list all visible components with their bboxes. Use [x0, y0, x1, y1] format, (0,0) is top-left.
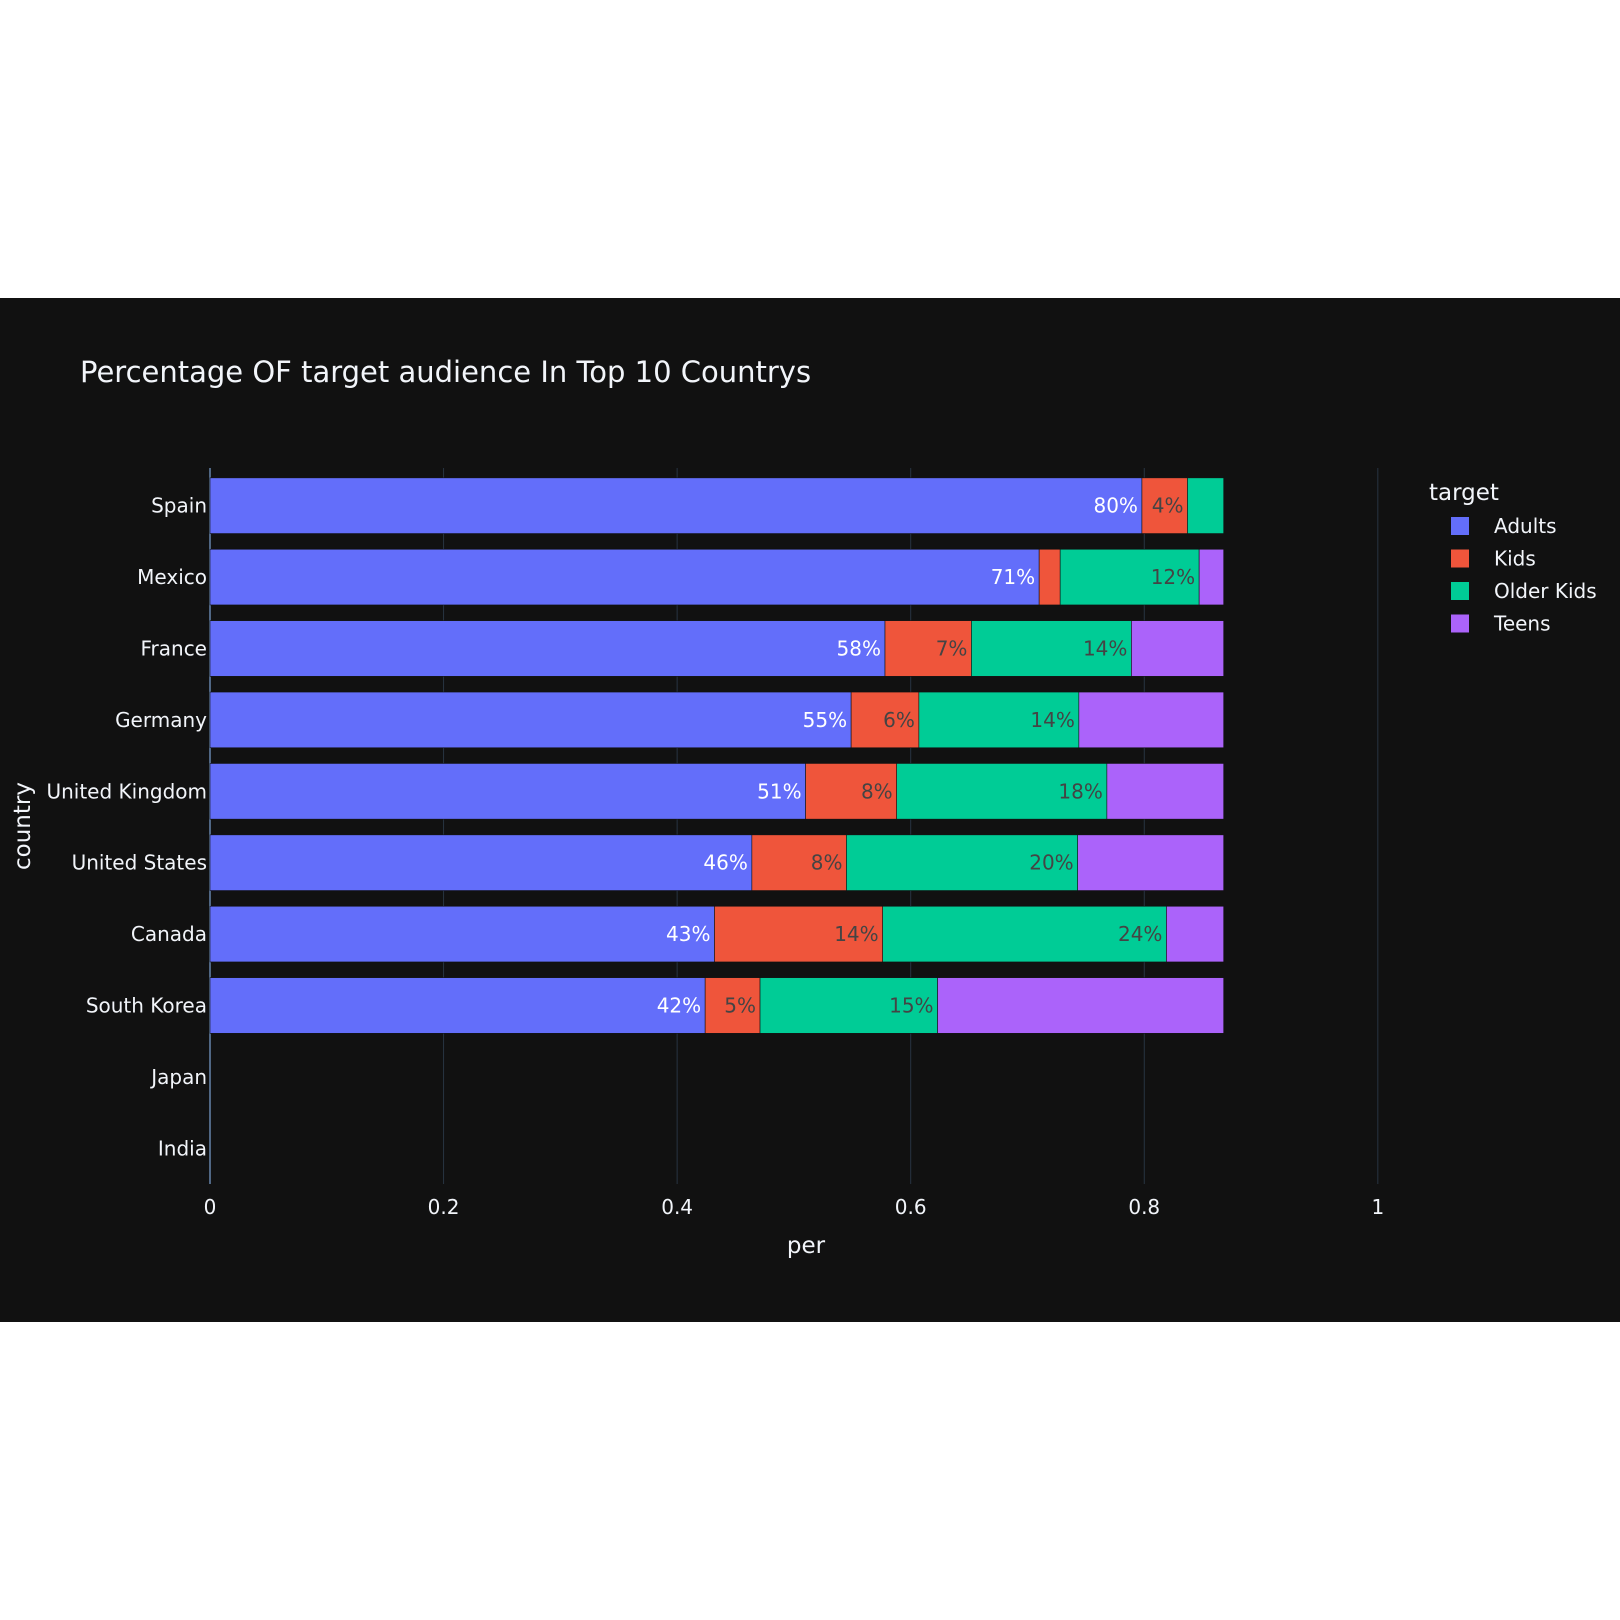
y-tick-label: United Kingdom [46, 779, 207, 803]
bar-teens-united-states [1077, 834, 1224, 891]
bar-teens-united-kingdom [1106, 763, 1224, 820]
bar-older-kids-south-korea [759, 977, 938, 1034]
legend-swatch-kids [1451, 549, 1469, 568]
legend-swatch-teens [1451, 614, 1469, 633]
bar-kids-south-korea [704, 977, 761, 1034]
legend-swatch-adults [1451, 517, 1469, 535]
bar-adults-france [209, 620, 886, 677]
bar-label-older-kids-canada: 24% [1118, 922, 1162, 946]
bar-label-kids-united-kingdom: 8% [861, 779, 893, 803]
bar-label-adults-canada: 43% [666, 922, 710, 946]
bar-teens-canada [1166, 905, 1224, 963]
bar-older-kids-united-states [846, 834, 1078, 891]
x-tick-label: 0 [204, 1195, 217, 1219]
bar-label-adults-united-kingdom: 51% [757, 779, 801, 803]
y-tick-labels: Spain Mexico France Germany United Kingdom Un… [46, 494, 207, 1161]
bar-older-kids-france [971, 620, 1132, 677]
bar-label-kids-united-states: 8% [811, 851, 843, 875]
bar-label-older-kids-mexico: 12% [1151, 565, 1195, 589]
bar-label-kids-spain: 4% [1152, 494, 1184, 518]
bar-label-adults-mexico: 71% [991, 565, 1035, 589]
bar-label-adults-france: 58% [837, 637, 881, 661]
x-tick-label: 0.4 [661, 1195, 693, 1219]
bar-kids-germany [850, 691, 920, 749]
chart-title: Percentage OF target audience In Top 10 … [80, 355, 811, 389]
bar-teens-south-korea [937, 977, 1224, 1034]
x-axis-title: per [787, 1233, 826, 1259]
bar-label-kids-germany: 6% [883, 708, 915, 732]
bar-adults-south-korea [209, 977, 706, 1034]
bar-label-kids-france: 7% [936, 637, 968, 661]
x-tick-label: 0.2 [428, 1195, 460, 1219]
bar-label-kids-south-korea: 5% [724, 994, 756, 1018]
bar-teens-france [1131, 620, 1224, 677]
bar-label-adults-south-korea: 42% [657, 994, 701, 1018]
bar-adults-united-states [209, 834, 753, 891]
bar-teens-germany [1078, 691, 1224, 749]
chart-svg: Percentage OF target audience In Top 10 … [10, 355, 1597, 1259]
x-tick-label: 1 [1371, 1195, 1384, 1219]
bar-labels: 80% 4% 71% 12% 58% 7% 14% 55% 6% 14% 51% 8% 18% 46% 8%… [657, 494, 1195, 1018]
bar-label-kids-canada: 14% [834, 922, 878, 946]
y-tick-label: Mexico [137, 565, 207, 589]
y-tick-label: India [158, 1136, 207, 1160]
bar-kids-spain [1141, 477, 1188, 534]
bar-adults-mexico [209, 548, 1040, 606]
bar-older-kids-united-kingdom [896, 763, 1108, 820]
legend-label-adults[interactable]: Adults [1494, 514, 1557, 538]
y-tick-label: France [140, 637, 207, 661]
bar-label-older-kids-south-korea: 15% [889, 994, 933, 1018]
y-axis-title: country [10, 782, 36, 870]
bar-label-older-kids-united-states: 20% [1029, 851, 1073, 875]
y-tick-label: Canada [131, 922, 207, 946]
bar-kids-united-states [751, 834, 847, 891]
bar-label-older-kids-united-kingdom: 18% [1058, 779, 1102, 803]
y-tick-label: South Korea [86, 994, 207, 1018]
bar-label-adults-germany: 55% [803, 708, 847, 732]
bar-kids-mexico [1038, 548, 1061, 606]
y-tick-label: Germany [115, 708, 207, 732]
bar-label-older-kids-germany: 14% [1030, 708, 1074, 732]
legend-swatch-older-kids [1451, 582, 1469, 600]
legend-label-older-kids[interactable]: Older Kids [1494, 579, 1597, 603]
x-tick-labels: 0 0.2 0.4 0.6 0.8 1 [204, 1195, 1385, 1219]
chart-panel: Percentage OF target audience In Top 10 … [0, 298, 1620, 1322]
y-tick-label: Spain [151, 494, 207, 518]
bar-label-adults-united-states: 46% [703, 851, 747, 875]
legend-label-teens[interactable]: Teens [1493, 612, 1551, 636]
legend-label-kids[interactable]: Kids [1494, 547, 1536, 571]
bar-label-older-kids-france: 14% [1083, 637, 1127, 661]
bar-kids-united-kingdom [805, 763, 897, 820]
bar-adults-spain [209, 477, 1143, 534]
bar-adults-canada [209, 905, 715, 963]
x-tick-label: 0.8 [1128, 1195, 1160, 1219]
bars [209, 477, 1224, 1034]
x-tick-label: 0.6 [895, 1195, 927, 1219]
bar-older-kids-germany [918, 691, 1080, 749]
bar-older-kids-spain [1187, 477, 1224, 534]
bar-older-kids-canada [882, 905, 1167, 963]
y-tick-label: Japan [149, 1065, 207, 1089]
bar-label-adults-spain: 80% [1093, 494, 1137, 518]
bar-adults-germany [209, 691, 852, 749]
bar-kids-france [884, 620, 972, 677]
bar-teens-mexico [1198, 548, 1224, 606]
legend-title: target [1429, 480, 1499, 506]
legend-items: Adults Kids Older Kids Teens [1451, 514, 1597, 636]
y-tick-label: United States [72, 851, 207, 875]
bar-kids-canada [714, 905, 883, 963]
legend: target Adults Kids Older Kids Teens [1429, 480, 1597, 636]
bar-adults-united-kingdom [209, 763, 806, 820]
